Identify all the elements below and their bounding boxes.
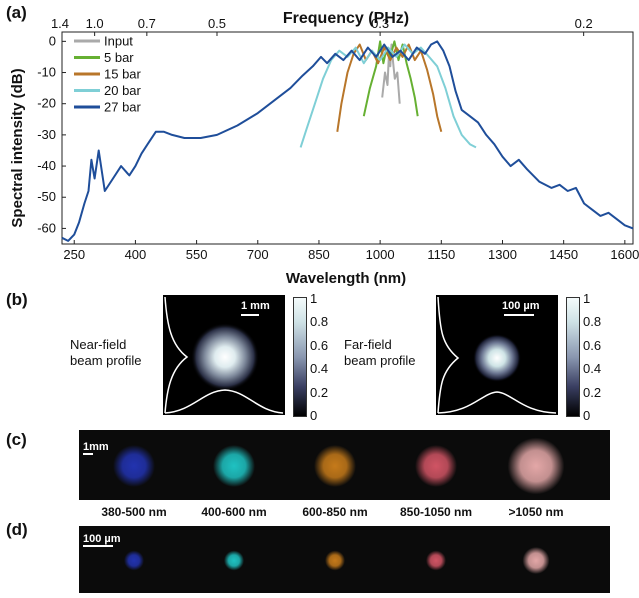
panel-label-c: (c) (6, 430, 27, 449)
x-tick-label: 1450 (549, 247, 578, 262)
top-axis-title: Frequency (PHz) (283, 10, 409, 27)
far-field-vertical-profile (437, 296, 460, 414)
far-field-horizontal-profile (437, 391, 557, 414)
y-tick-label: -30 (37, 127, 56, 142)
near-field-colorbar (293, 297, 307, 417)
x-tick-label: 250 (63, 247, 85, 262)
panel-label-d: (d) (6, 520, 28, 539)
colorbar-tick-label: 0.6 (583, 337, 602, 353)
x-tick-label: 1150 (427, 247, 455, 262)
filtered-spot (415, 445, 457, 487)
y-tick-label: -40 (37, 158, 56, 173)
y-tick-label: -50 (37, 189, 56, 204)
filtered-spot (213, 445, 255, 487)
far-field-caption: Far-field beam profile (344, 337, 416, 368)
colorbar-tick-label: 0.2 (583, 384, 602, 400)
y-tick-label: -20 (37, 96, 56, 111)
x-tick-label: 1000 (366, 247, 395, 262)
y-tick-label: -10 (37, 65, 56, 80)
colorbar-tick-label: 0.4 (583, 361, 602, 377)
y-tick-label: -60 (37, 220, 56, 235)
panel-label-b: (b) (6, 290, 28, 309)
filtered-spot (325, 550, 345, 571)
filter-band-label: >1050 nm (508, 505, 564, 519)
legend-label: Input (104, 34, 133, 49)
top-tick-label: 0.5 (208, 16, 226, 31)
near-field-image: 1 mm (163, 295, 285, 415)
colorbar-tick-label: 0.2 (310, 384, 329, 400)
colorbar-tick-label: 1 (583, 291, 591, 306)
far-field-spots-strip: 100 µm (79, 526, 610, 593)
filtered-spot (507, 437, 565, 495)
top-tick-label: 0.2 (575, 16, 593, 31)
near-field-colorbar-ticks: 1 0.8 0.6 0.4 0.2 0 (310, 291, 340, 423)
far-field-colorbar-ticks: 1 0.8 0.6 0.4 0.2 0 (583, 291, 613, 423)
plot-frame (61, 31, 634, 245)
top-tick-label: 1.0 (86, 16, 104, 31)
y-axis-title: Spectral intensity (dB) (9, 68, 26, 227)
x-tick-label: 700 (247, 247, 269, 262)
series-line-15-bar (336, 43, 443, 133)
top-tick-label: 0.7 (138, 16, 156, 31)
colorbar-tick-label: 0.8 (310, 314, 329, 330)
colorbar-tick-label: 0 (583, 408, 591, 423)
far-field-spot (473, 334, 521, 382)
filtered-spot (522, 547, 550, 574)
colorbar-tick-label: 0 (310, 408, 318, 423)
filter-band-label: 380-500 nm (101, 505, 167, 519)
y-tick-label: 0 (49, 33, 56, 48)
near-field-scale-label: 1 mm (241, 300, 270, 312)
legend-label: 5 bar (104, 50, 134, 65)
filter-band-labels: 380-500 nm 400-600 nm 600-850 nm 850-1050 n… (79, 505, 610, 521)
x-tick-label: 1300 (488, 247, 517, 262)
x-tick-label: 400 (125, 247, 147, 262)
colorbar-tick-label: 0.4 (310, 361, 329, 377)
x-tick-label: 850 (308, 247, 330, 262)
x-tick-label: 1600 (610, 247, 639, 262)
spectrum-chart: Frequency (PHz) 250 400 550 700 850 1000 1150 1… (9, 10, 639, 287)
series-line-27-bar (61, 40, 634, 242)
near-field-spot (191, 323, 259, 391)
x-axis-title: Wavelength (nm) (286, 270, 406, 287)
filter-band-label: 600-850 nm (302, 505, 368, 519)
filter-band-label: 850-1050 nm (399, 505, 473, 519)
legend-label: 20 bar (104, 83, 142, 98)
near-field-horizontal-profile (164, 389, 284, 414)
top-tick-label: 1.4 (51, 16, 69, 31)
filtered-spots-strip: 1mm (79, 430, 610, 500)
filtered-spot (314, 445, 356, 487)
top-tick-label: 0.3 (371, 16, 389, 31)
far-field-scale-label: 100 µm (502, 300, 540, 312)
far-field-image: 100 µm (436, 295, 558, 415)
colorbar-tick-label: 0.8 (583, 314, 602, 330)
filtered-spot (124, 550, 144, 571)
filtered-spot (426, 550, 446, 571)
legend-label: 15 bar (104, 67, 142, 82)
near-field-caption: Near-field beam profile (70, 337, 142, 368)
filter-band-label: 400-600 nm (201, 505, 267, 519)
panel-label-a: (a) (6, 3, 27, 22)
legend-label: 27 bar (104, 100, 142, 115)
far-field-colorbar (566, 297, 580, 417)
colorbar-tick-label: 1 (310, 291, 318, 306)
near-field-vertical-profile (164, 296, 189, 414)
scale-bar-label: 100 µm (83, 533, 121, 545)
series-line-20-bar (299, 43, 477, 149)
x-tick-label: 550 (186, 247, 208, 262)
filtered-spot (113, 445, 155, 487)
filtered-spot (224, 550, 244, 571)
colorbar-tick-label: 0.6 (310, 337, 329, 353)
scale-bar-label: 1mm (83, 441, 109, 453)
